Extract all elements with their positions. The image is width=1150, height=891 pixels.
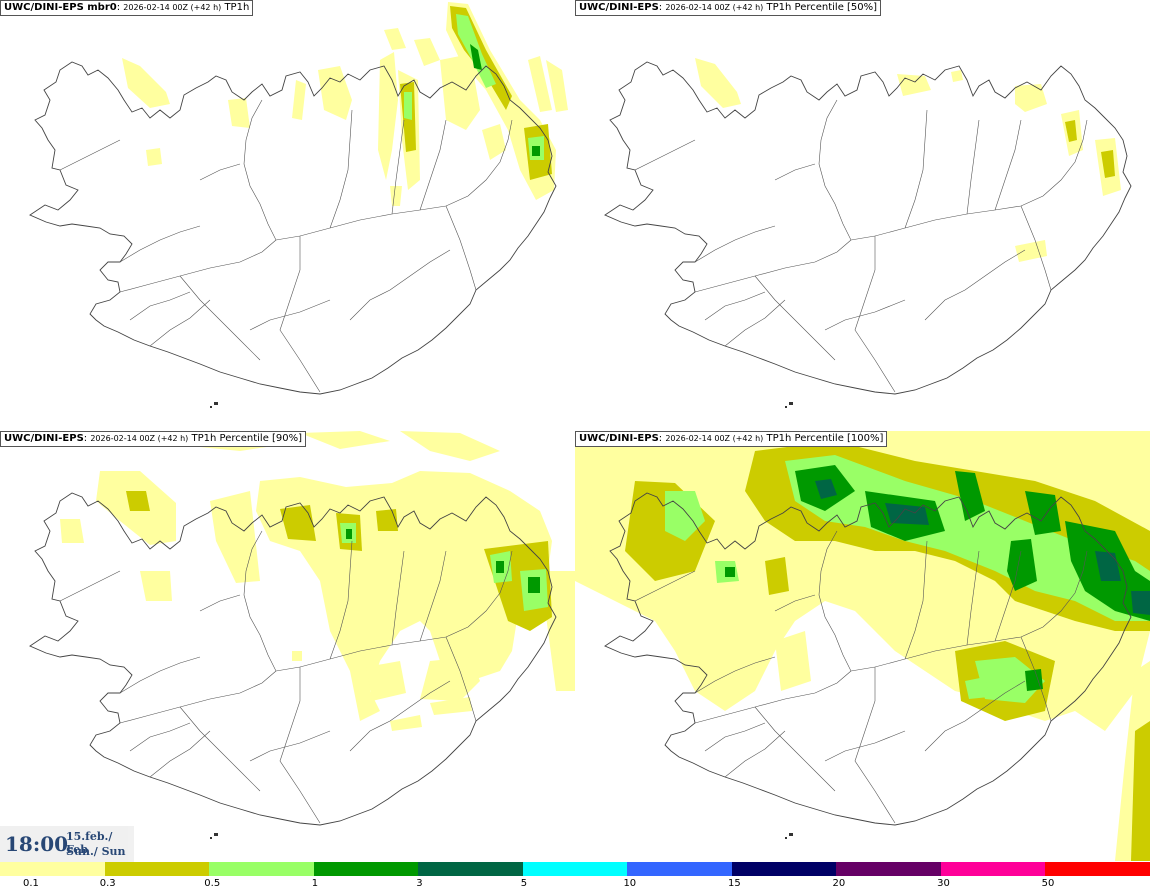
valid-date: 15.feb./ Feb [66,830,113,856]
colorbar-label: 15 [727,878,741,889]
colorbar-label: 5 [520,878,528,889]
colorbar-label: 10 [623,878,637,889]
field-label: TP1h Percentile [50%] [766,2,878,13]
colorbar-swatch [627,862,732,876]
colorbar-swatch [0,862,105,876]
precip-shading [60,431,575,731]
map-panel-mbr0: UWC/DINI-EPS mbr0: 2026-02-14 00Z (+42 h… [0,0,575,430]
colorbar-labels: 0.1 0.3 0.5 1 3 5 10 15 20 30 50 [0,876,1150,891]
valid-weekday: Sun./ Sun [66,845,126,858]
colorbar-label: 50 [1041,878,1055,889]
field-label: TP1h Percentile [100%] [766,433,884,444]
colorbar-swatch [522,862,628,876]
precip-map [575,431,1150,861]
colorbar-label: 0.1 [23,878,39,889]
panel-title: UWC/DINI-EPS mbr0: 2026-02-14 00Z (+42 h… [0,0,254,16]
field-label: TP1h Percentile [90%] [191,433,303,444]
model-label: UWC/DINI-EPS [4,433,84,444]
map-panel-p50: UWC/DINI-EPS: 2026-02-14 00Z (+42 h) TP1… [575,0,1150,430]
run-label: 2026-02-14 00Z (+42 h) [665,3,764,12]
colorbar-label: 0.5 [204,878,221,889]
colorbar-swatch [418,862,523,876]
colorbar-swatch [940,862,1046,876]
precip-map [604,58,1132,409]
colorbar-label: 30 [937,878,950,889]
colorbar-label: 20 [832,878,846,889]
run-label: 2026-02-14 00Z (+42 h) [665,434,764,443]
precip-shading [575,431,1150,861]
valid-time-box: 18:00 15.feb./ Feb Sun./ Sun [0,826,134,862]
precip-colorbar: 0.1 0.3 0.5 1 3 5 10 15 20 30 50 [0,862,1150,891]
panel-title: UWC/DINI-EPS: 2026-02-14 00Z (+42 h) TP1… [0,431,307,447]
valid-time: 18:00 [5,832,69,856]
panel-title: UWC/DINI-EPS: 2026-02-14 00Z (+42 h) TP1… [575,431,888,447]
colorbar-swatch [1045,862,1150,876]
colorbar-swatch [209,862,314,876]
colorbar-label: 0.3 [99,878,116,889]
panel-title: UWC/DINI-EPS: 2026-02-14 00Z (+42 h) TP1… [575,0,882,16]
field-label: TP1h [224,2,250,13]
colorbar-swatch [836,862,941,876]
model-label: UWC/DINI-EPS [579,2,659,13]
precip-shading [122,2,568,206]
model-label: UWC/DINI-EPS [579,433,659,444]
run-label: 2026-02-14 00Z (+42 h) [90,434,189,443]
run-label: 2026-02-14 00Z (+42 h) [123,3,222,12]
colorbar-label: 1 [311,878,319,889]
precip-map [29,431,575,840]
colorbar-swatch [313,862,419,876]
model-label: UWC/DINI-EPS mbr0 [4,2,117,13]
map-panel-p90: UWC/DINI-EPS: 2026-02-14 00Z (+42 h) TP1… [0,431,575,861]
precip-map [29,2,568,409]
precip-shading [695,58,1121,262]
colorbar-swatches [0,862,1150,876]
colorbar-swatch [731,862,837,876]
colorbar-swatch [104,862,210,876]
colorbar-label: 3 [416,878,423,889]
map-panel-p100: UWC/DINI-EPS: 2026-02-14 00Z (+42 h) TP1… [575,431,1150,861]
